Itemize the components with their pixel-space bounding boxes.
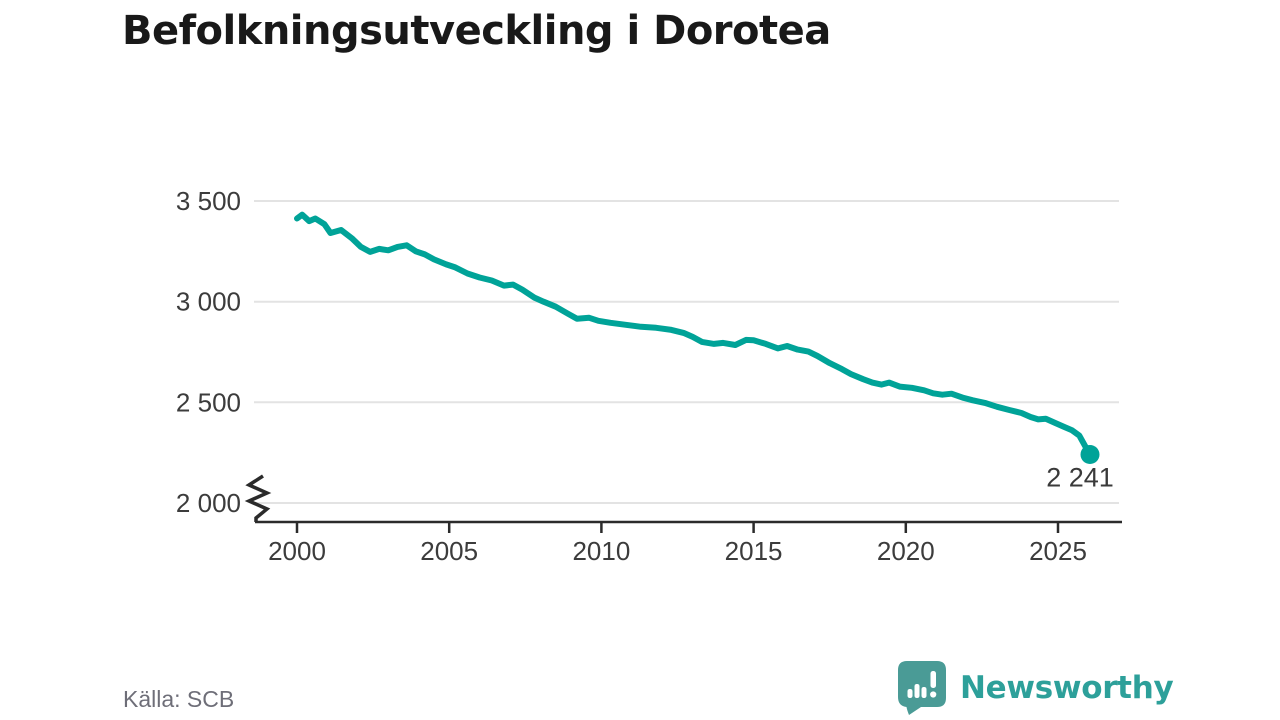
population-line <box>294 211 1093 458</box>
x-axis-tick-label: 2020 <box>877 536 935 566</box>
newsworthy-wordmark: Newsworthy <box>960 670 1174 706</box>
newsworthy-logo-icon <box>898 661 946 715</box>
logo-exclamation-dot <box>930 691 937 698</box>
logo-exclamation-stem <box>930 671 936 688</box>
x-axis-tick-label: 2010 <box>572 536 630 566</box>
end-value-label: 2 241 <box>1046 463 1114 493</box>
source-label: Källa: SCB <box>123 686 235 712</box>
logo-bar-1 <box>907 689 913 698</box>
end-point-marker <box>1080 445 1100 464</box>
x-axis-tick-label: 2025 <box>1029 536 1087 566</box>
y-axis-tick-label: 2 000 <box>176 488 241 518</box>
y-axis-tick-label: 3 000 <box>176 287 241 317</box>
x-axis-tick-label: 2000 <box>268 536 326 566</box>
page-title: Befolkningsutveckling i Dorotea <box>122 8 831 54</box>
logo-bar-3 <box>921 687 927 698</box>
newsworthy-logo: Newsworthy <box>897 660 1174 716</box>
y-axis-break-icon <box>244 474 272 522</box>
y-axis-tick-label: 3 500 <box>176 186 241 216</box>
y-axis-tick-label: 2 500 <box>176 387 241 417</box>
logo-bar-2 <box>914 684 920 698</box>
x-axis-tick-label: 2005 <box>420 536 478 566</box>
x-axis-tick-label: 2015 <box>725 536 783 566</box>
